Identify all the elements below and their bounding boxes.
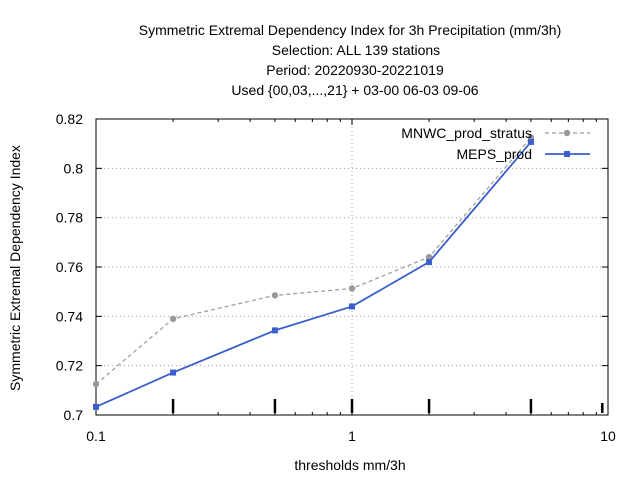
- data-point: [426, 259, 433, 266]
- y-tick-label: 0.76: [56, 259, 83, 275]
- legend-marker-1: [564, 151, 570, 157]
- data-point: [169, 315, 177, 322]
- legend: MNWC_prod_stratus MEPS_prod: [401, 125, 590, 162]
- data-point: [527, 138, 534, 145]
- x-axis-label: thresholds mm/3h: [294, 457, 405, 473]
- data-point: [271, 292, 279, 299]
- legend-label-0: MNWC_prod_stratus: [401, 125, 532, 141]
- chart-title-line-1: Symmetric Extremal Dependency Index for …: [139, 22, 562, 38]
- series-line-0: [95, 137, 532, 385]
- legend-label-1: MEPS_prod: [457, 146, 532, 162]
- x-tick-label: 0.1: [86, 428, 106, 444]
- series-line-1: [95, 141, 532, 408]
- legend-marker-0: [563, 129, 571, 137]
- chart-title-line-4: Used {00,03,...,21} + 03-00 06-03 09-06: [231, 82, 478, 98]
- data-point: [170, 369, 177, 376]
- x-axis: 0.1 1 10: [86, 119, 616, 444]
- y-tick-label: 0.74: [56, 308, 83, 324]
- chart-title-line-3: Period: 20220930-20221019: [266, 62, 444, 78]
- series-1: [93, 138, 534, 410]
- y-tick-label: 0.82: [56, 111, 83, 127]
- threshold-marks: [171, 399, 604, 413]
- y-tick-label: 0.78: [56, 210, 83, 226]
- data-point: [93, 403, 99, 410]
- x-tick-label: 10: [600, 428, 616, 444]
- y-axis: 0.7 0.72 0.74 0.76 0.78 0.8 0.82: [56, 111, 608, 423]
- grid: [96, 119, 608, 415]
- chart-title-line-2: Selection: ALL 139 stations: [272, 42, 440, 58]
- data-point: [425, 253, 433, 261]
- y-tick-label: 0.8: [64, 160, 84, 176]
- x-tick-label: 1: [348, 428, 356, 444]
- data-point: [348, 285, 356, 292]
- y-axis-label: Symmetric Extremal Dependency Index: [7, 145, 23, 391]
- y-tick-label: 0.7: [64, 407, 84, 423]
- series-layer: [92, 134, 535, 410]
- y-tick-label: 0.72: [56, 358, 83, 374]
- data-point: [271, 327, 278, 334]
- data-point: [92, 380, 100, 388]
- series-0: [92, 134, 535, 388]
- data-point: [349, 303, 355, 310]
- chart-title: Symmetric Extremal Dependency Index for …: [139, 22, 562, 98]
